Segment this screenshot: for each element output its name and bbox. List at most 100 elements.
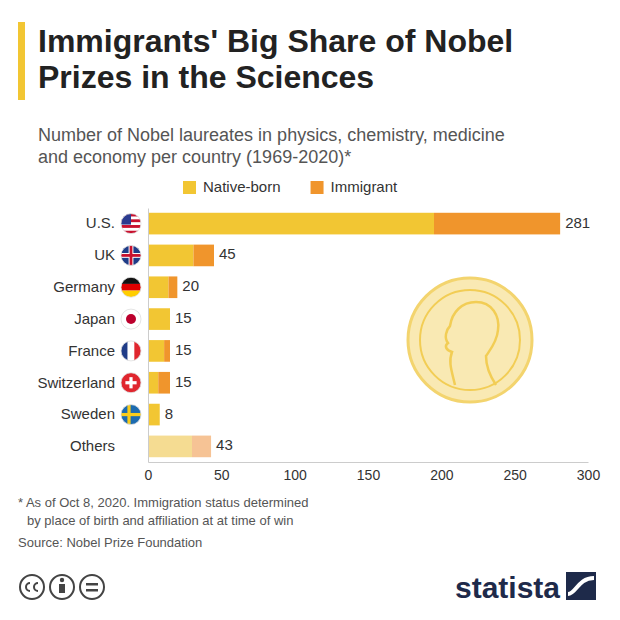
bar-segment — [170, 308, 171, 330]
tick: 100 — [283, 462, 307, 483]
tick: 0 — [145, 462, 153, 483]
flag-border — [121, 277, 141, 297]
licence-icon — [80, 575, 104, 599]
tick-label: 250 — [503, 467, 527, 483]
total-label: 8 — [165, 405, 173, 422]
flag-icon — [121, 277, 141, 297]
tick: 250 — [503, 462, 527, 483]
total-label: 281 — [565, 214, 590, 231]
bar-segment — [164, 340, 170, 362]
flag-border — [121, 214, 141, 234]
text-line: Immigrants' Big Share of Nobel — [38, 23, 513, 59]
tick-label: 300 — [577, 467, 601, 483]
logo-wave — [568, 578, 594, 594]
title-accent — [18, 22, 25, 100]
medal-outer — [408, 278, 532, 402]
title: Immigrants' Big Share of NobelPrizes in … — [38, 23, 513, 95]
category-label: U.S. — [86, 214, 115, 231]
total-label: 45 — [219, 245, 236, 262]
flag-part — [126, 314, 136, 324]
category-label: France — [68, 342, 115, 359]
text-line: Number of Nobel laureates in physics, ch… — [38, 125, 505, 145]
licence-glyph — [26, 583, 38, 591]
legend-swatch — [183, 181, 196, 194]
licence-glyph — [60, 578, 64, 582]
text-line: Prizes in the Sciences — [38, 59, 374, 95]
medal-profile — [446, 302, 498, 385]
legend: Native-born Immigrant — [183, 178, 398, 195]
licence-circle — [50, 575, 74, 599]
licence-circle — [80, 575, 104, 599]
total-label: 15 — [175, 373, 192, 390]
flag-border — [121, 405, 141, 425]
bar-segment — [148, 245, 193, 267]
background — [0, 0, 620, 620]
medal-icon — [408, 278, 532, 402]
category-label: Germany — [53, 278, 115, 295]
legend-label: Native-born — [203, 178, 281, 195]
tick-label: 0 — [145, 467, 153, 483]
flag-icon — [121, 373, 141, 393]
total-label: 20 — [182, 277, 199, 294]
licence-glyph — [86, 589, 98, 592]
tick: 150 — [357, 462, 381, 483]
flag-icon — [121, 214, 141, 234]
category-label: Switzerland — [37, 374, 115, 391]
flag-icon — [121, 245, 141, 265]
flag-icon — [121, 405, 141, 425]
flag-part — [121, 284, 141, 291]
bar-segment — [148, 276, 169, 298]
total-label: 15 — [175, 341, 192, 358]
axis-line — [149, 462, 589, 463]
flag-part — [128, 341, 135, 361]
flag-part — [121, 309, 141, 329]
flag-part — [121, 214, 141, 234]
category-label: UK — [94, 246, 115, 263]
category-label: Sweden — [61, 405, 115, 422]
bar-segment — [148, 372, 158, 394]
tick-label: 150 — [357, 467, 381, 483]
bar-segment — [148, 436, 192, 458]
tick-label: 200 — [430, 467, 454, 483]
logo-text: statista — [455, 571, 560, 604]
logo-square — [566, 572, 596, 600]
flag-icon — [121, 341, 141, 361]
bar-segment — [148, 340, 164, 362]
legend-label: Immigrant — [331, 178, 399, 195]
flag-border — [121, 245, 141, 265]
bar-segment — [169, 276, 178, 298]
text-line: and economy per country (1969-2020)* — [38, 147, 351, 167]
licence-icon — [20, 575, 44, 599]
logo-icon — [566, 572, 596, 600]
category-label: Others — [70, 437, 115, 454]
flag-part — [121, 245, 141, 265]
subtitle: Number of Nobel laureates in physics, ch… — [38, 125, 505, 167]
axis-line — [148, 209, 149, 463]
tick: 200 — [430, 462, 454, 483]
tick: 300 — [577, 462, 601, 483]
tick: 50 — [214, 462, 230, 483]
bar-segment — [158, 372, 170, 394]
bar-segment — [148, 308, 170, 330]
licence-glyph — [59, 584, 65, 593]
bar-segment — [193, 245, 214, 267]
total-label: 43 — [216, 436, 233, 453]
tick: Others — [70, 437, 148, 454]
flag-part — [127, 405, 130, 425]
bar-segment — [192, 436, 211, 458]
bar-segment — [434, 213, 560, 235]
tick-label: 100 — [283, 467, 307, 483]
licence-icon — [50, 575, 74, 599]
bar-segment — [159, 404, 160, 426]
legend-swatch — [311, 181, 324, 194]
medal-inner — [420, 290, 520, 390]
category-label: Japan — [74, 310, 115, 327]
flag-part — [125, 381, 136, 384]
flag-part — [121, 405, 141, 425]
tick-label: 50 — [214, 467, 230, 483]
bars — [148, 213, 560, 457]
flag-part — [121, 373, 141, 393]
flag-part — [121, 413, 141, 416]
bar-segment — [148, 404, 160, 426]
flag-part — [121, 225, 141, 228]
